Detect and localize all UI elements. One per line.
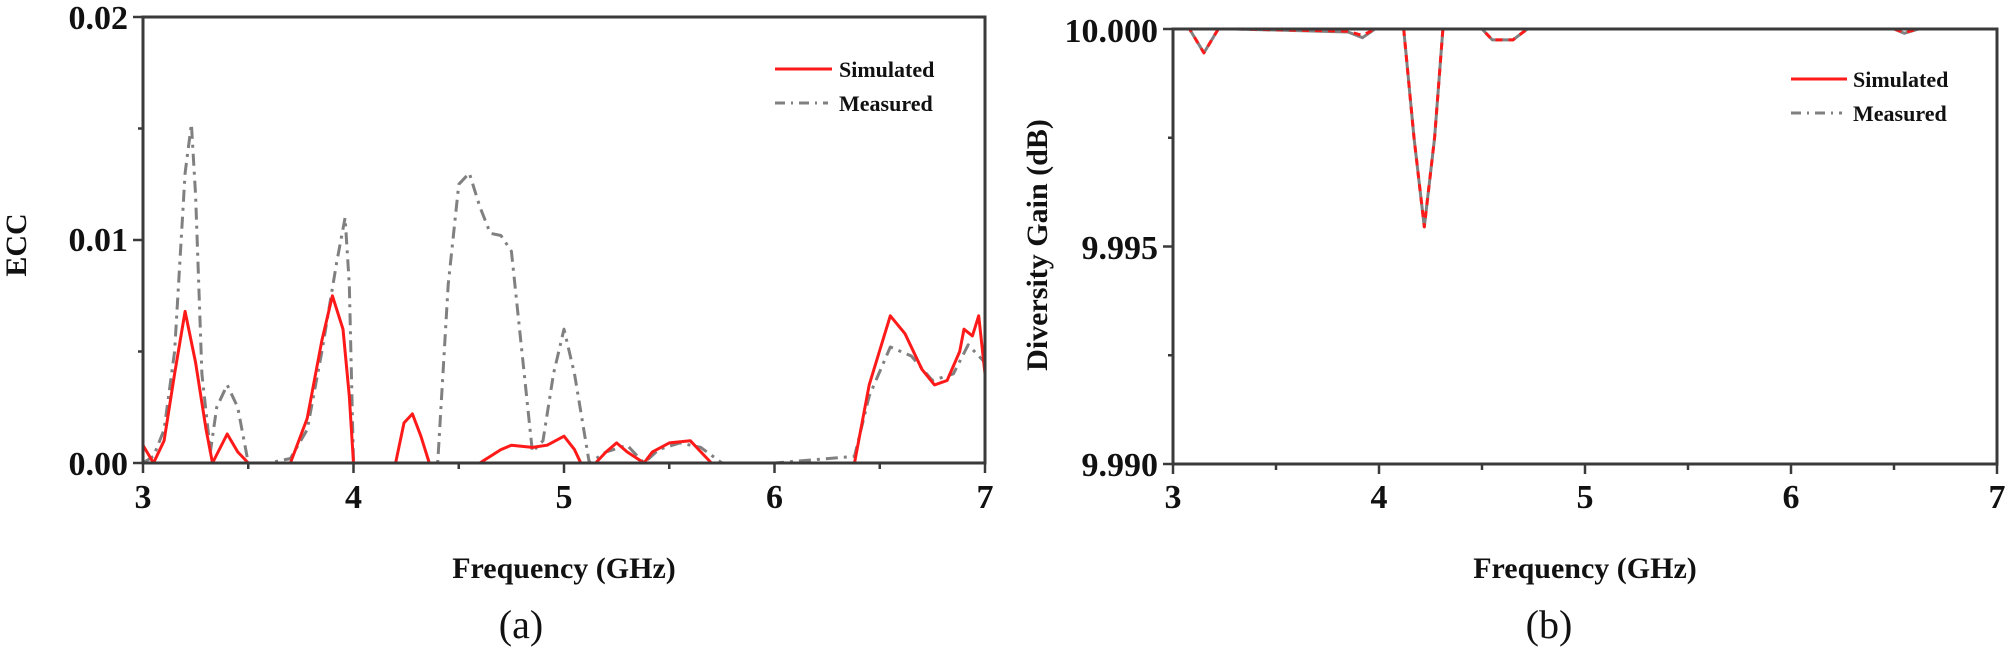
simulated-line bbox=[141, 294, 987, 465]
xtick-label: 4 bbox=[345, 479, 362, 516]
simulated-line bbox=[1173, 27, 1997, 229]
xtick-label: 7 bbox=[1989, 479, 2006, 516]
legend-b: Simulated Measured bbox=[1791, 67, 1948, 126]
xtick-label: 5 bbox=[1577, 479, 1594, 516]
xtick-label: 7 bbox=[977, 479, 994, 516]
panel-caption-a: (a) bbox=[499, 602, 543, 647]
xtick-label: 5 bbox=[556, 479, 573, 516]
ytick-label: 9.990 bbox=[1082, 447, 1159, 484]
axis-ticks-a bbox=[133, 15, 987, 473]
chart-panel-b: 10.000 9.995 9.990 3 4 5 6 7 Frequency (… bbox=[1004, 0, 2008, 651]
measured-line bbox=[1173, 27, 1997, 229]
y-axis-title: ECC bbox=[0, 213, 33, 276]
legend-simulated-label: Simulated bbox=[839, 57, 934, 82]
diversity-gain-chart: 10.000 9.995 9.990 3 4 5 6 7 Frequency (… bbox=[1021, 13, 2006, 647]
measured-line bbox=[142, 122, 987, 465]
legend-a: Simulated Measured bbox=[775, 57, 934, 116]
xtick-label: 6 bbox=[766, 479, 783, 516]
chart-panel-a: 0.02 0.01 0.00 3 4 5 6 7 Frequency (GHz)… bbox=[0, 0, 1004, 651]
plot-series-a bbox=[141, 122, 987, 465]
xtick-label: 3 bbox=[135, 479, 152, 516]
xtick-label: 4 bbox=[1371, 479, 1388, 516]
x-axis-title: Frequency (GHz) bbox=[452, 552, 676, 585]
legend-measured-label: Measured bbox=[1853, 101, 1947, 126]
ecc-chart: 0.02 0.01 0.00 3 4 5 6 7 Frequency (GHz)… bbox=[0, 0, 994, 647]
ytick-label: 0.02 bbox=[69, 0, 129, 37]
xtick-label: 3 bbox=[1165, 479, 1182, 516]
axis-ticks-b bbox=[1163, 27, 1999, 474]
ytick-label: 9.995 bbox=[1082, 230, 1159, 267]
legend-simulated-label: Simulated bbox=[1853, 67, 1948, 92]
xtick-label: 6 bbox=[1783, 479, 1800, 516]
ytick-label: 0.01 bbox=[69, 222, 129, 259]
ytick-label: 0.00 bbox=[69, 446, 129, 483]
plot-series-b bbox=[1173, 27, 1997, 229]
panel-caption-b: (b) bbox=[1526, 602, 1573, 647]
plot-frame-b bbox=[1171, 27, 1999, 466]
plot-frame-a bbox=[141, 15, 987, 465]
y-axis-title: Diversity Gain (dB) bbox=[1021, 119, 1054, 371]
ytick-label: 10.000 bbox=[1065, 13, 1159, 50]
x-axis-title: Frequency (GHz) bbox=[1473, 552, 1697, 585]
legend-measured-label: Measured bbox=[839, 91, 933, 116]
